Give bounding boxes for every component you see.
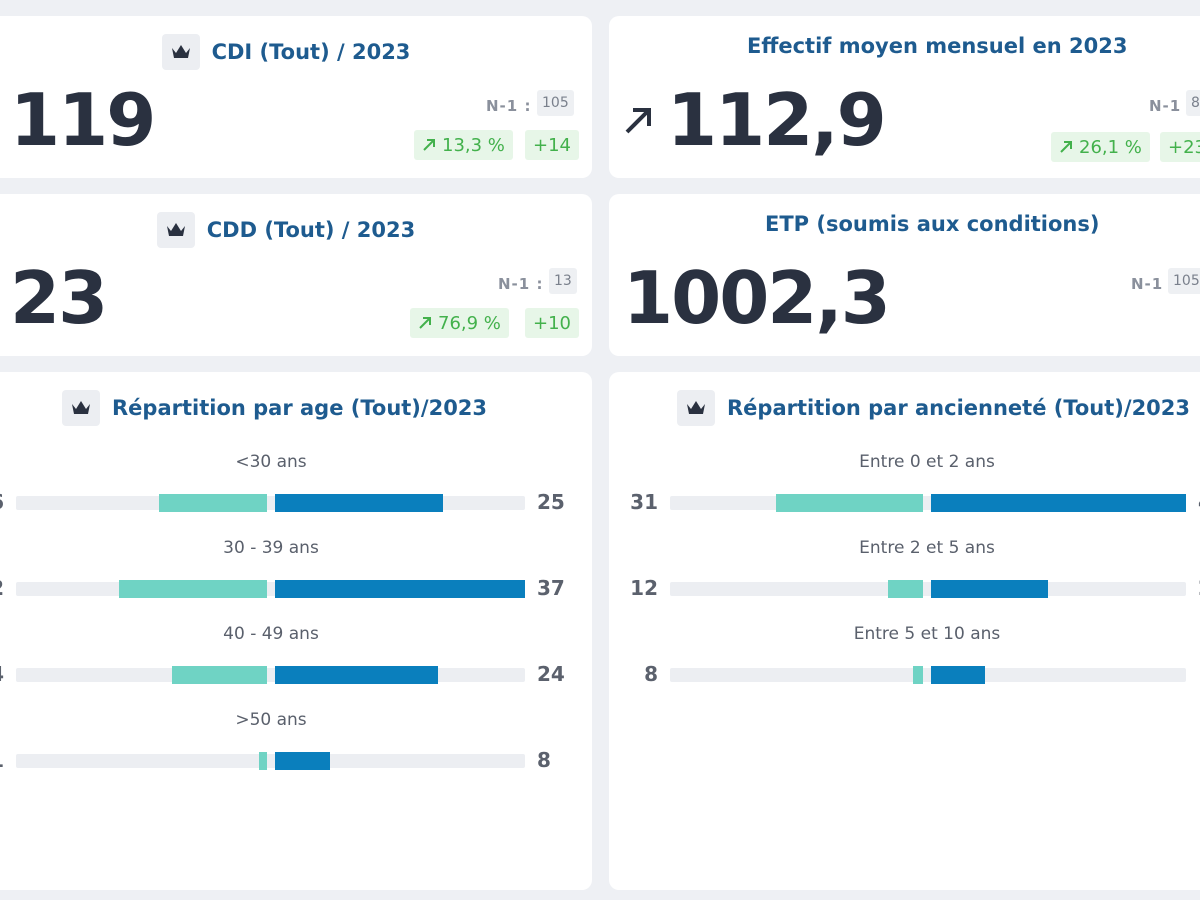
card-title-age: Répartition par age (Tout)/2023 <box>62 390 592 426</box>
etp-n1-value: 105 <box>1168 268 1200 294</box>
row-label: Entre 2 et 5 ans <box>859 538 995 558</box>
effectif-n1-value: 8 <box>1186 90 1200 116</box>
row-left-value: 6 <box>0 490 4 514</box>
cdd-title: CDD (Tout) / 2023 <box>206 218 416 242</box>
effectif-delta: +23 <box>1168 136 1200 158</box>
bar-right <box>275 494 443 512</box>
row-left-value: 4 <box>0 662 4 686</box>
card-age-distribution: Répartition par age (Tout)/2023 <30 ans 6… <box>0 372 592 890</box>
bar-track <box>16 754 525 768</box>
bar-right <box>275 580 525 598</box>
cdd-pct: 76,9 % <box>438 312 501 334</box>
card-title-anciennete: Répartition par ancienneté (Tout)/2023 <box>677 390 1200 426</box>
effectif-title: Effectif moyen mensuel en 2023 <box>747 34 1128 58</box>
cdi-delta: +14 <box>533 134 571 156</box>
bar-left <box>119 580 267 598</box>
bar-track <box>16 496 525 510</box>
bar-right <box>275 666 438 684</box>
row-right-value: 2 <box>1198 576 1200 600</box>
row-label: 30 - 39 ans <box>223 538 319 558</box>
arrow-up-right-icon <box>625 108 651 134</box>
age-title: Répartition par age (Tout)/2023 <box>112 396 488 420</box>
cdd-n1-label: N-1 : <box>498 275 544 293</box>
crown-icon <box>161 34 200 70</box>
crown-icon <box>677 390 715 426</box>
bar-right <box>931 494 1186 512</box>
cdi-n1-label: N-1 : <box>486 97 532 115</box>
effectif-pct-badge: 26,1 % <box>1051 132 1150 162</box>
bar-left <box>259 752 267 770</box>
etp-n1-label: N-1 <box>1131 275 1164 293</box>
effectif-n1-label: N-1 <box>1149 97 1182 115</box>
row-left-value: 1 <box>0 748 4 772</box>
row-right-value: 37 <box>537 576 565 600</box>
cdd-delta: +10 <box>533 312 571 334</box>
row-label: Entre 5 et 10 ans <box>853 624 1001 644</box>
card-title-etp: ETP (soumis aux conditions) <box>765 212 1200 236</box>
card-title-cdd: CDD (Tout) / 2023 <box>0 212 592 248</box>
cdi-pct: 13,3 % <box>442 134 505 156</box>
etp-title: ETP (soumis aux conditions) <box>765 212 1100 236</box>
card-etp: ETP (soumis aux conditions) 1002,3 N-1 1… <box>609 194 1200 356</box>
bar-track <box>16 668 525 682</box>
effectif-value: 112,9 <box>667 78 887 162</box>
card-cdi: CDI (Tout) / 2023 119 N-1 : 105 13,3 % +… <box>0 16 592 178</box>
bar-right <box>931 580 1048 598</box>
card-anciennete-distribution: Répartition par ancienneté (Tout)/2023 E… <box>609 372 1200 890</box>
bar-left <box>913 666 923 684</box>
cdi-n1-value: 105 <box>537 90 574 116</box>
bar-track <box>670 582 1186 596</box>
crown-icon <box>62 390 100 426</box>
anciennete-title: Répartition par ancienneté (Tout)/2023 <box>727 396 1191 420</box>
row-label: <30 ans <box>235 452 307 472</box>
row-label: 40 - 49 ans <box>223 624 319 644</box>
bar-left <box>172 666 267 684</box>
row-label: Entre 0 et 2 ans <box>859 452 995 472</box>
arrow-up-right-icon <box>419 317 431 329</box>
bar-left <box>776 494 923 512</box>
crown-icon <box>156 212 195 248</box>
bar-right <box>275 752 330 770</box>
cdd-value: 23 <box>10 256 108 340</box>
arrow-up-right-icon <box>1060 141 1072 153</box>
card-title-cdi: CDI (Tout) / 2023 <box>0 34 592 70</box>
arrow-up-right-icon <box>423 139 435 151</box>
effectif-delta-badge: +23 <box>1160 132 1200 162</box>
cdd-delta-badge: +10 <box>525 308 579 338</box>
card-title-effectif: Effectif moyen mensuel en 2023 <box>747 34 1200 58</box>
card-effectif: Effectif moyen mensuel en 2023 112,9 N-1… <box>609 16 1200 178</box>
cdi-title: CDI (Tout) / 2023 <box>211 40 411 64</box>
cdi-delta-badge: +14 <box>525 130 579 160</box>
bar-left <box>159 494 267 512</box>
bar-right <box>931 666 985 684</box>
cdd-n1-value: 13 <box>549 268 577 294</box>
row-right-value: 8 <box>537 748 551 772</box>
row-left-value: 2 <box>0 576 4 600</box>
row-right-value: 24 <box>537 662 565 686</box>
cdi-pct-badge: 13,3 % <box>414 130 513 160</box>
bar-left <box>888 580 923 598</box>
bar-track <box>670 668 1186 682</box>
row-right-value: 4 <box>1198 490 1200 514</box>
etp-value: 1002,3 <box>623 256 891 340</box>
effectif-pct: 26,1 % <box>1079 136 1142 158</box>
card-cdd: CDD (Tout) / 2023 23 N-1 : 13 76,9 % +10 <box>0 194 592 356</box>
row-right-value: 25 <box>537 490 565 514</box>
cdi-value: 119 <box>10 78 156 162</box>
row-left-value: 8 <box>644 662 658 686</box>
row-left-value: 12 <box>630 576 658 600</box>
row-left-value: 31 <box>630 490 658 514</box>
cdd-pct-badge: 76,9 % <box>410 308 509 338</box>
row-label: >50 ans <box>235 710 307 730</box>
